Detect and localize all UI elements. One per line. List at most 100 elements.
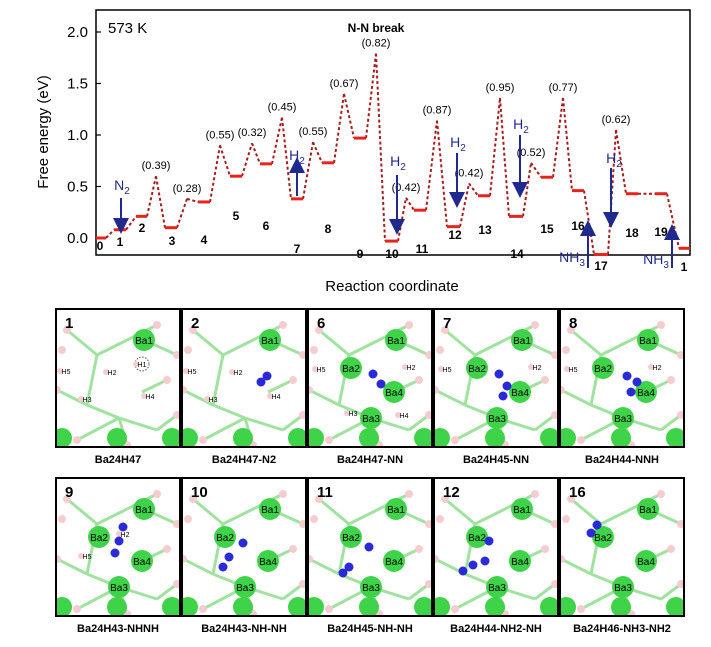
state-label: 10 (385, 247, 399, 261)
hydrogen-atom (648, 364, 654, 370)
atom-label: H1 (138, 362, 147, 369)
path-segment (522, 162, 532, 217)
hydrogen-atom (299, 411, 305, 419)
atom-label: H3 (83, 397, 92, 404)
hydrogen-atom (415, 376, 423, 384)
hydrogen-atom (315, 495, 323, 503)
hydrogen-atom (163, 376, 171, 384)
hydrogen-atom (163, 545, 171, 553)
bond (318, 328, 350, 357)
state-label: 12 (448, 228, 462, 242)
hydrogen-atom (551, 351, 557, 359)
nitrogen-atom (338, 568, 348, 578)
atom-label: Ba1 (513, 336, 531, 347)
y-tick-label: 0.0 (67, 230, 88, 247)
hydrogen-atom (279, 490, 287, 498)
bond (474, 507, 506, 526)
arrow-label: NH3 (643, 251, 669, 271)
ba-atom (666, 597, 683, 615)
bond (570, 497, 602, 526)
ba-atom (162, 428, 179, 446)
structure-image: Ba1 Ba2 H5 H2 Ba4 Ba3 (435, 321, 557, 446)
bond (85, 354, 99, 406)
path-segment (343, 93, 355, 139)
atom-label: H5 (569, 367, 578, 374)
ba-atom-ba4 (383, 550, 405, 572)
hydrogen-atom (57, 386, 61, 394)
hydrogen-atom (577, 436, 585, 444)
bond (408, 413, 430, 432)
ba-atom-ba3 (612, 576, 634, 598)
atom-label: Ba1 (639, 336, 657, 347)
hydrogen-atom (657, 490, 665, 498)
panel-number: 10 (191, 484, 208, 501)
structure-panel-16: Ba1 Ba2 Ba4 Ba3 16 (559, 477, 685, 617)
bond (202, 416, 246, 442)
bond (222, 338, 254, 357)
arrow-label: H2 (606, 150, 622, 170)
atom-label: Ba2 (90, 533, 108, 544)
path-segment (209, 145, 221, 203)
atom-label: Ba4 (511, 557, 529, 568)
ba-atom-ba1 (511, 329, 533, 351)
hydrogen-atom (184, 346, 192, 354)
panel-caption: Ba24H47-NN (336, 454, 404, 466)
state-label: 14 (510, 247, 524, 261)
atom-label: Ba3 (236, 583, 254, 594)
nitrogen-atom (344, 562, 354, 572)
hydrogen-atom (667, 545, 675, 553)
hydrogen-atom (441, 326, 449, 334)
hydrogen-atom (528, 364, 534, 370)
nitrogen-atom (256, 377, 266, 387)
ba-atom-ba2 (340, 357, 362, 379)
hydrogen-atom (425, 580, 431, 588)
bond (66, 328, 98, 357)
atom-label: Ba4 (133, 557, 151, 568)
panel-caption: Ba24H44-NNH (585, 454, 659, 466)
arrow-label: H2 (390, 153, 406, 173)
atom-label: Ba3 (614, 583, 632, 594)
ba-atom (107, 428, 127, 446)
hydrogen-atom (267, 393, 273, 399)
bond (561, 557, 592, 576)
barrier-label: (0.42) (392, 182, 421, 194)
state-label: 4 (201, 233, 208, 247)
state-label: 3 (169, 234, 176, 248)
path-segment (333, 93, 345, 163)
barrier-label: (0.28) (173, 183, 202, 195)
atom-label: Ba2 (468, 364, 486, 375)
nitrogen-atom (368, 369, 378, 379)
bond (348, 507, 380, 526)
y-tick-label: 1.5 (67, 76, 88, 93)
hydrogen-atom (562, 346, 570, 354)
path-segment (397, 197, 407, 242)
bond (282, 582, 304, 601)
hydrogen-atom (541, 376, 549, 384)
nitrogen-atom (480, 556, 490, 566)
hydrogen-atom (57, 368, 63, 374)
bond (282, 413, 304, 432)
atom-label: Ba2 (468, 533, 486, 544)
hydrogen-atom (657, 321, 665, 329)
hydrogen-atom (436, 515, 444, 523)
hydrogen-atom (309, 386, 313, 394)
panel-caption: Ba24H43-NHNH (77, 623, 159, 635)
panel-number: 9 (65, 484, 74, 501)
structure-panel-7: Ba1 Ba2 H5 H2 Ba4 Ba3 7 (433, 308, 559, 448)
bond (192, 328, 224, 357)
hydrogen-atom (551, 580, 557, 588)
ba-atom-ba1 (259, 498, 281, 520)
nitrogen-atom (622, 371, 632, 381)
ba-atom (540, 428, 557, 446)
atom-label: Ba1 (135, 336, 153, 347)
bond (534, 413, 556, 432)
panel-number: 2 (191, 315, 200, 332)
path-segment (241, 142, 253, 177)
atom-label: H2 (234, 370, 243, 377)
arrow-label: H2 (513, 116, 529, 136)
ba-atom-ba3 (360, 576, 382, 598)
x-axis-label: Reaction coordinate (325, 278, 458, 295)
hydrogen-atom (289, 376, 297, 384)
bond (118, 416, 158, 432)
atom-label: Ba1 (387, 336, 405, 347)
